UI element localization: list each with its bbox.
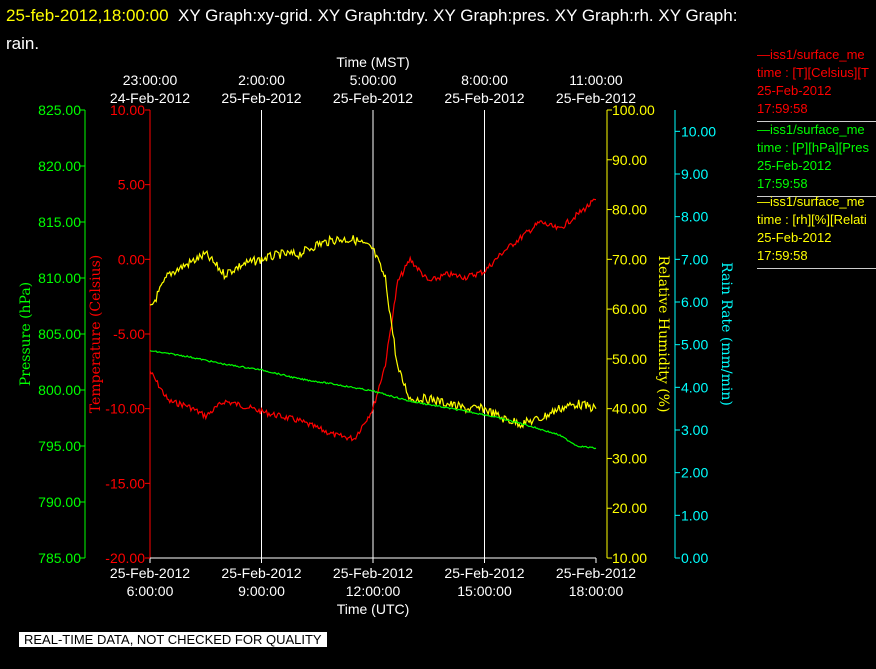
humidity-tick-label: 50.00 [612,351,647,367]
legend-pressure-line1: —iss1/surface_me [757,122,865,137]
rain-tick-label: 10.00 [681,123,716,139]
pressure-tick-label: 800.00 [38,382,81,398]
pressure-tick-label: 795.00 [38,438,81,454]
legend-temperature-line3: 25-Feb-2012 [757,83,832,98]
x-tick-label-time: 15:00:00 [457,583,512,599]
humidity-axis-title: Relative Humidity (%) [655,255,671,412]
legend-temperature: —iss1/surface_me time : [T][Celsius][T 2… [757,46,876,122]
top-tick-label-time: 2:00:00 [238,72,285,88]
legend-pressure-line4: 17:59:58 [757,176,808,191]
top-tick-label-date: 25-Feb-2012 [556,90,636,106]
rain-tick-label: 8.00 [681,209,708,225]
x-tick-label-date: 25-Feb-2012 [556,565,636,581]
pressure-tick-label: 825.00 [38,102,81,118]
x-tick-label-date: 25-Feb-2012 [110,565,190,581]
temperature-tick-label: 0.00 [118,251,145,267]
pressure-series-line [149,349,597,450]
x-tick-label-time: 9:00:00 [238,583,285,599]
pressure-tick-label: 815.00 [38,214,81,230]
legend-humidity: —iss1/surface_me time : [rh][%][Relati 2… [757,193,876,269]
top-tick-label-time: 5:00:00 [350,72,397,88]
pressure-axis-title: Pressure (hPa) [18,282,34,386]
rain-tick-label: 7.00 [681,251,708,267]
top-tick-label-date: 25-Feb-2012 [333,90,413,106]
humidity-tick-label: 80.00 [612,202,647,218]
legend-humidity-line2: time : [rh][%][Relati [757,212,867,227]
x-tick-label-date: 25-Feb-2012 [333,565,413,581]
humidity-tick-label: 90.00 [612,152,647,168]
legend-humidity-line3: 25-Feb-2012 [757,230,832,245]
x-tick-label-time: 18:00:00 [569,583,624,599]
graph-title: 25-feb-2012,18:00:00 XY Graph:xy-grid. X… [6,2,866,58]
rain-axis-title: Rain Rate (mm/min) [718,262,734,406]
humidity-tick-label: 40.00 [612,401,647,417]
rain-tick-label: 0.00 [681,550,708,566]
pressure-tick-label: 820.00 [38,158,81,174]
legend-temperature-line2: time : [T][Celsius][T [757,65,869,80]
rain-tick-label: 2.00 [681,465,708,481]
x-tick-label-time: 6:00:00 [127,583,174,599]
legend-pressure-line3: 25-Feb-2012 [757,158,832,173]
pressure-tick-label: 805.00 [38,326,81,342]
legend-pressure: —iss1/surface_me time : [P][hPa][Pres 25… [757,121,876,197]
legend-divider [757,265,876,269]
rain-tick-label: 3.00 [681,422,708,438]
humidity-tick-label: 100.00 [612,102,655,118]
title-timestamp: 25-feb-2012,18:00:00 [6,6,169,25]
x-tick-label-time: 12:00:00 [346,583,401,599]
legend-divider [757,118,876,122]
legend-divider [757,193,876,197]
humidity-series-line [149,234,597,429]
temperature-series-line [149,198,597,442]
x2-axis-title: Time (MST) [336,54,409,70]
legend-pressure-line2: time : [P][hPa][Pres [757,140,869,155]
top-tick-label-time: 23:00:00 [123,72,178,88]
top-tick-label-date: 25-Feb-2012 [444,90,524,106]
top-tick-label-time: 8:00:00 [461,72,508,88]
x-tick-label-date: 25-Feb-2012 [221,565,301,581]
quality-notice: REAL-TIME DATA, NOT CHECKED FOR QUALITY [19,632,327,647]
humidity-tick-label: 30.00 [612,450,647,466]
top-tick-label-date: 24-Feb-2012 [110,90,190,106]
humidity-tick-label: 70.00 [612,251,647,267]
temperature-tick-label: -5.00 [113,326,145,342]
temperature-tick-label: 5.00 [118,177,145,193]
title-wrap: rain. [6,34,40,53]
pressure-tick-label: 810.00 [38,270,81,286]
rain-tick-label: 9.00 [681,166,708,182]
pressure-tick-label: 790.00 [38,494,81,510]
legend-temperature-line4: 17:59:58 [757,101,808,116]
humidity-tick-label: 20.00 [612,500,647,516]
temperature-tick-label: -20.00 [105,550,145,566]
legend-humidity-line1: —iss1/surface_me [757,194,865,209]
temperature-tick-label: -15.00 [105,475,145,491]
pressure-tick-label: 785.00 [38,550,81,566]
temperature-tick-label: 10.00 [110,102,145,118]
temperature-axis-title: Temperature (Celsius) [88,255,104,413]
top-tick-label-time: 11:00:00 [569,72,623,88]
temperature-tick-label: -10.00 [105,401,145,417]
legend-humidity-line4: 17:59:58 [757,248,808,263]
title-graph-list: XY Graph:xy-grid. XY Graph:tdry. XY Grap… [178,6,738,25]
rain-tick-label: 5.00 [681,337,708,353]
rain-tick-label: 4.00 [681,379,708,395]
humidity-tick-label: 60.00 [612,301,647,317]
top-tick-label-date: 25-Feb-2012 [221,90,301,106]
rain-tick-label: 6.00 [681,294,708,310]
x-axis-title: Time (UTC) [337,601,410,617]
legend-temperature-line1: —iss1/surface_me [757,47,865,62]
rain-tick-label: 1.00 [681,507,708,523]
humidity-tick-label: 10.00 [612,550,647,566]
x-tick-label-date: 25-Feb-2012 [444,565,524,581]
